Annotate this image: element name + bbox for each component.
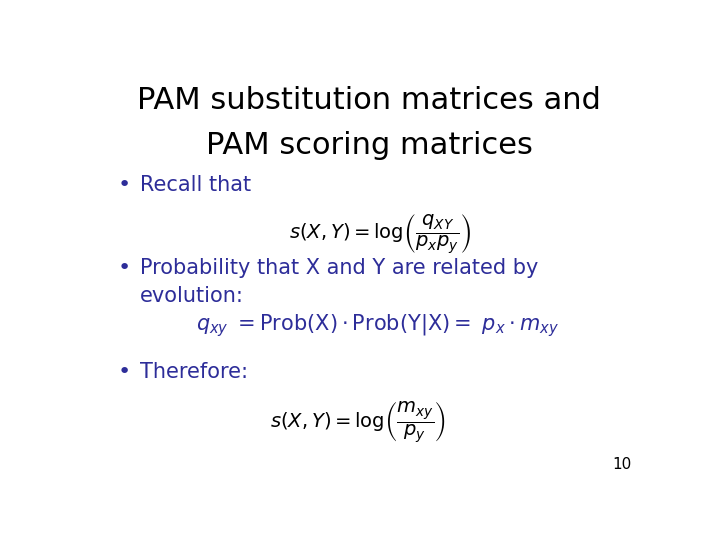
Text: $q_{xy}$ $= \mathsf{Prob(X) \cdot Prob(Y|X) =}$ $p_x \cdot m_{xy}$: $q_{xy}$ $= \mathsf{Prob(X) \cdot Prob(Y… — [196, 312, 559, 339]
Text: Recall that: Recall that — [140, 175, 251, 195]
Text: $s(X,Y) = \log\!\left(\dfrac{q_{XY}}{p_x p_y}\right)$: $s(X,Y) = \log\!\left(\dfrac{q_{XY}}{p_x… — [289, 212, 472, 256]
Text: •: • — [118, 175, 131, 195]
Text: PAM scoring matrices: PAM scoring matrices — [206, 131, 532, 160]
Text: $s(X,Y) = \log\!\left(\dfrac{m_{xy}}{p_y}\right)$: $s(X,Y) = \log\!\left(\dfrac{m_{xy}}{p_y… — [270, 400, 446, 445]
Text: Therefore:: Therefore: — [140, 362, 248, 382]
Text: PAM substitution matrices and: PAM substitution matrices and — [137, 85, 601, 114]
Text: 10: 10 — [612, 457, 631, 472]
Text: evolution:: evolution: — [140, 286, 244, 306]
Text: •: • — [118, 258, 131, 278]
Text: •: • — [118, 362, 131, 382]
Text: Probability that X and Y are related by: Probability that X and Y are related by — [140, 258, 539, 278]
